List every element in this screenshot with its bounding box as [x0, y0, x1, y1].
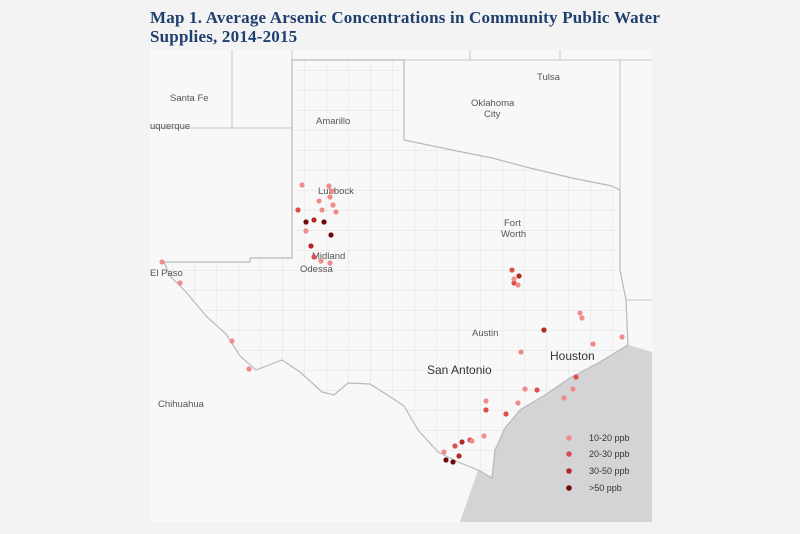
marker-10-20[interactable]	[246, 366, 252, 372]
city-label-austin: Austin	[472, 328, 498, 339]
marker-10-20[interactable]	[229, 338, 235, 344]
legend-swatch-over-50	[566, 485, 572, 491]
legend-swatch-30-50	[566, 468, 572, 474]
marker-10-20[interactable]	[319, 207, 325, 213]
marker-30-50[interactable]	[541, 327, 547, 333]
city-label-amarillo: Amarillo	[316, 116, 350, 127]
marker-30-50[interactable]	[459, 439, 465, 445]
city-label-odessa: Odessa	[300, 264, 333, 275]
marker-20-30[interactable]	[311, 254, 317, 260]
marker-10-20[interactable]	[333, 209, 339, 215]
neighbor-borders	[150, 50, 652, 301]
marker-over-50[interactable]	[303, 219, 309, 225]
marker-10-20[interactable]	[518, 349, 524, 355]
marker-20-30[interactable]	[452, 443, 458, 449]
marker-30-50[interactable]	[456, 453, 462, 459]
marker-10-20[interactable]	[515, 400, 521, 406]
marker-10-20[interactable]	[561, 395, 567, 401]
marker-20-30[interactable]	[483, 407, 489, 413]
marker-10-20[interactable]	[330, 202, 336, 208]
marker-10-20[interactable]	[511, 276, 517, 282]
texas-outline	[163, 59, 629, 479]
city-label-fort-worth-2: Worth	[501, 229, 526, 240]
marker-20-30[interactable]	[511, 280, 517, 286]
city-label-albuquerque: uquerque	[150, 121, 190, 132]
legend-label-30-50: 30-50 ppb	[589, 466, 630, 476]
city-label-san-antonio: San Antonio	[427, 363, 492, 377]
marker-10-20[interactable]	[522, 386, 528, 392]
city-label-lubbock: Lubbock	[318, 186, 354, 197]
city-label-houston: Houston	[550, 349, 595, 363]
marker-10-20[interactable]	[579, 315, 585, 321]
legend-label-10-20: 10-20 ppb	[589, 433, 630, 443]
legend-label-20-30: 20-30 ppb	[589, 449, 630, 459]
marker-10-20[interactable]	[327, 260, 333, 266]
marker-over-50[interactable]	[321, 219, 327, 225]
marker-20-30[interactable]	[573, 374, 579, 380]
marker-10-20[interactable]	[327, 194, 333, 200]
map-legend: 10-20 ppb 20-30 ppb 30-50 ppb >50 ppb	[566, 433, 630, 493]
map-panel[interactable]: Tulsa Santa Fe uquerque Oklahoma City Am…	[150, 50, 652, 522]
marker-10-20[interactable]	[481, 433, 487, 439]
marker-20-30[interactable]	[295, 207, 301, 213]
marker-10-20[interactable]	[483, 398, 489, 404]
texas-map: Tulsa Santa Fe uquerque Oklahoma City Am…	[150, 50, 652, 522]
city-label-fort-worth: Fort	[504, 218, 521, 229]
marker-10-20[interactable]	[159, 259, 165, 265]
legend-label-over-50: >50 ppb	[589, 483, 622, 493]
marker-30-50[interactable]	[311, 217, 317, 223]
marker-20-30[interactable]	[503, 411, 509, 417]
marker-10-20[interactable]	[515, 282, 521, 288]
marker-10-20[interactable]	[469, 438, 475, 444]
marker-30-50[interactable]	[308, 243, 314, 249]
legend-swatch-10-20	[566, 435, 572, 441]
marker-10-20[interactable]	[318, 258, 324, 264]
city-label-el-paso: El Paso	[150, 268, 183, 279]
marker-20-30[interactable]	[534, 387, 540, 393]
marker-10-20[interactable]	[316, 198, 322, 204]
marker-10-20[interactable]	[590, 341, 596, 347]
marker-over-50[interactable]	[450, 459, 456, 465]
city-label-santa-fe: Santa Fe	[170, 93, 209, 104]
marker-10-20[interactable]	[577, 310, 583, 316]
marker-20-30[interactable]	[509, 267, 515, 273]
marker-10-20[interactable]	[326, 183, 332, 189]
marker-10-20[interactable]	[329, 188, 335, 194]
city-label-chihuahua: Chihuahua	[158, 399, 205, 410]
marker-10-20[interactable]	[303, 228, 309, 234]
gulf-of-mexico	[460, 345, 652, 522]
city-label-oklahoma-city: Oklahoma	[471, 98, 515, 109]
marker-10-20[interactable]	[177, 280, 183, 286]
marker-10-20[interactable]	[619, 334, 625, 340]
marker-10-20[interactable]	[299, 182, 305, 188]
marker-30-50[interactable]	[516, 273, 522, 279]
legend-swatch-20-30	[566, 451, 572, 457]
marker-10-20[interactable]	[570, 386, 576, 392]
map-title: Map 1. Average Arsenic Concentrations in…	[150, 8, 660, 46]
marker-over-50[interactable]	[443, 457, 449, 463]
marker-over-50[interactable]	[328, 232, 334, 238]
city-label-tulsa: Tulsa	[537, 72, 561, 83]
arsenic-markers	[159, 182, 625, 465]
city-label-oklahoma-city-2: City	[484, 109, 501, 120]
city-label-midland: Midland	[312, 251, 345, 262]
marker-10-20[interactable]	[441, 449, 447, 455]
